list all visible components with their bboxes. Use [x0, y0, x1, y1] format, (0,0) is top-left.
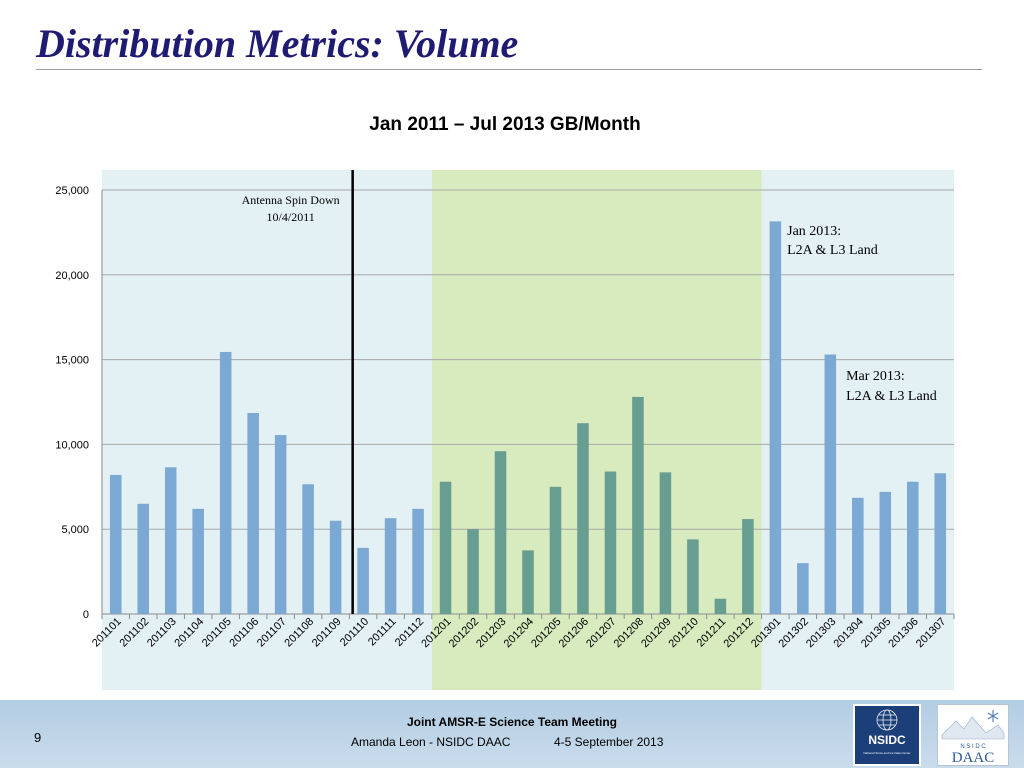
nsidc-logo: NSIDC National Snow and Ice Data Center [853, 704, 921, 766]
bar-201306 [907, 481, 919, 614]
bar-201207 [604, 471, 617, 614]
bar-201105 [219, 351, 232, 614]
y-tick-label: 10,000 [55, 439, 89, 451]
bar-201307 [934, 473, 947, 614]
title-divider [36, 69, 982, 70]
bar-201111 [384, 518, 397, 614]
snowflake-icon [987, 710, 999, 722]
daac-logo-top: N S I D C [960, 744, 986, 750]
nsidc-logo-text: NSIDC [868, 733, 906, 747]
antenna-annotation-line1: Antenna Spin Down [242, 193, 340, 207]
meeting-date: 4-5 September 2013 [554, 735, 664, 749]
bar-201209 [659, 472, 672, 614]
bar-201108 [302, 484, 314, 614]
bar-201110 [357, 547, 369, 614]
bar-201101 [109, 474, 122, 614]
bar-201104 [192, 508, 204, 614]
jan2013-annotation-line2: L2A & L3 Land [787, 243, 878, 258]
chart-title: Jan 2011 – Jul 2013 GB/Month [369, 114, 641, 135]
presenter: Amanda Leon - NSIDC DAAC [351, 735, 511, 749]
bar-201212 [742, 519, 754, 614]
bar-201102 [137, 503, 149, 614]
jan2013-annotation-line1: Jan 2013: [787, 224, 841, 239]
bar-201112 [412, 508, 424, 614]
y-tick-label: 5,000 [61, 524, 89, 536]
antenna-annotation-line2: 10/4/2011 [267, 210, 315, 224]
bar-201204 [522, 550, 534, 614]
bar-201206 [577, 423, 589, 614]
y-tick-label: 0 [83, 609, 89, 621]
slide-title: Distribution Metrics: Volume [36, 21, 519, 66]
bar-201302 [797, 563, 809, 614]
y-tick-label: 20,000 [55, 270, 89, 282]
bar-201203 [494, 451, 507, 614]
slide-footer: 9 Joint AMSR-E Science Team Meeting Aman… [0, 700, 1024, 768]
bar-201202 [467, 529, 479, 614]
y-tick-label: 25,000 [55, 185, 89, 197]
nsidc-logo-subtext: National Snow and Ice Data Center [863, 751, 910, 755]
bar-201210 [687, 539, 699, 614]
bar-201211 [714, 598, 727, 614]
period-band-1 [102, 170, 432, 690]
daac-logo: N S I D C DAAC [937, 704, 1009, 766]
bar-201103 [164, 467, 177, 614]
bar-201305 [879, 491, 892, 614]
mar2013-annotation-line1: Mar 2013: [846, 369, 905, 384]
bar-201109 [329, 520, 342, 614]
y-tick-label: 15,000 [55, 355, 89, 367]
bar-201301 [769, 221, 782, 614]
meeting-name: Joint AMSR-E Science Team Meeting [406, 715, 618, 729]
bar-201201 [439, 481, 452, 614]
bar-chart: 05,00010,00015,00020,00025,0002011012011… [55, 170, 955, 690]
mar2013-annotation-line2: L2A & L3 Land [846, 389, 937, 404]
bar-201107 [274, 435, 287, 614]
bar-201106 [247, 413, 259, 614]
page-number: 9 [34, 730, 42, 745]
period-band-2 [431, 170, 762, 690]
bar-201303 [824, 354, 837, 614]
daac-logo-text: DAAC [952, 750, 995, 765]
bar-201304 [852, 497, 864, 614]
bar-201208 [632, 396, 644, 614]
bar-201205 [549, 486, 562, 614]
